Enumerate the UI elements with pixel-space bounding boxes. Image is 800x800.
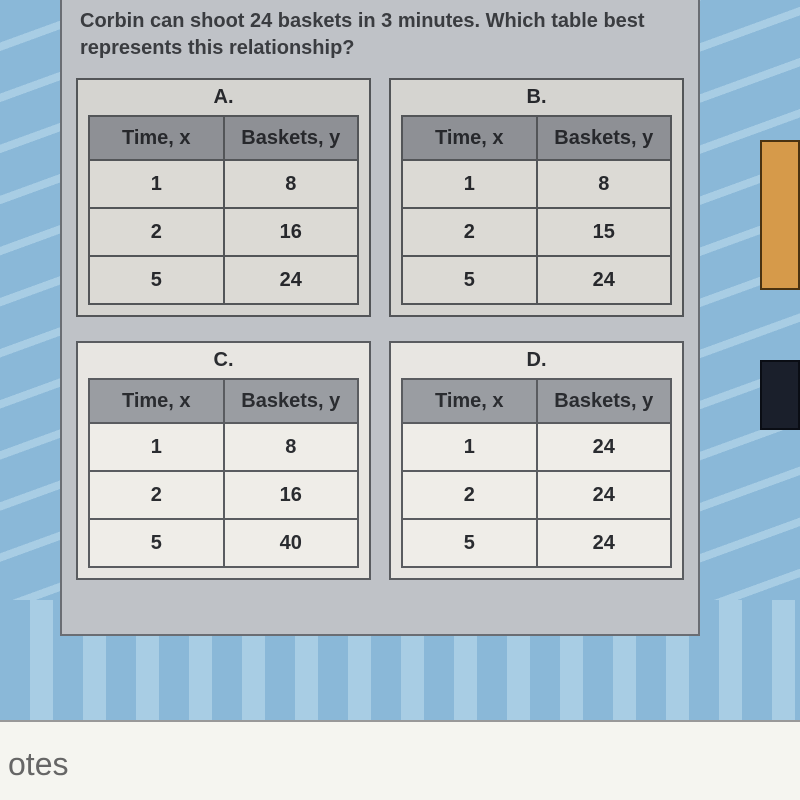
- cell-baskets: 8: [224, 423, 359, 471]
- cell-time: 1: [89, 160, 224, 208]
- table-row: 2 16: [89, 208, 358, 256]
- data-table-b: Time, x Baskets, y 1 8 2 15 5 24: [401, 115, 672, 305]
- cell-baskets: 24: [537, 423, 672, 471]
- answer-table-c[interactable]: C. Time, x Baskets, y 1 8 2 16 5 40: [76, 341, 371, 580]
- cell-time: 1: [89, 423, 224, 471]
- tables-row-1: A. Time, x Baskets, y 1 8 2 16 5 24: [76, 78, 684, 317]
- col-header-time: Time, x: [89, 116, 224, 160]
- tables-row-2: C. Time, x Baskets, y 1 8 2 16 5 40: [76, 341, 684, 580]
- cell-baskets: 40: [224, 519, 359, 567]
- right-widget-orange[interactable]: [760, 140, 800, 290]
- cell-time: 5: [402, 256, 537, 304]
- notes-label: otes: [8, 746, 68, 782]
- table-row: 1 8: [89, 160, 358, 208]
- question-text: Corbin can shoot 24 baskets in 3 minutes…: [76, 0, 684, 78]
- table-label-a: A.: [88, 84, 359, 115]
- col-header-time: Time, x: [402, 116, 537, 160]
- table-label-b: B.: [401, 84, 672, 115]
- table-row: 5 24: [89, 256, 358, 304]
- cell-time: 1: [402, 423, 537, 471]
- answer-table-a[interactable]: A. Time, x Baskets, y 1 8 2 16 5 24: [76, 78, 371, 317]
- table-row: 5 24: [402, 519, 671, 567]
- right-edge-widgets: [760, 140, 800, 560]
- table-row: 2 16: [89, 471, 358, 519]
- data-table-c: Time, x Baskets, y 1 8 2 16 5 40: [88, 378, 359, 568]
- table-row: 1 24: [402, 423, 671, 471]
- question-panel: Corbin can shoot 24 baskets in 3 minutes…: [60, 0, 700, 636]
- cell-baskets: 24: [537, 256, 672, 304]
- cell-time: 2: [402, 208, 537, 256]
- cell-baskets: 16: [224, 208, 359, 256]
- col-header-time: Time, x: [402, 379, 537, 423]
- notes-bar[interactable]: otes: [0, 720, 800, 800]
- table-row: 5 24: [402, 256, 671, 304]
- cell-time: 2: [402, 471, 537, 519]
- cell-time: 5: [402, 519, 537, 567]
- cell-time: 2: [89, 471, 224, 519]
- right-widget-dark[interactable]: [760, 360, 800, 430]
- table-row: 1 8: [89, 423, 358, 471]
- col-header-baskets: Baskets, y: [537, 116, 672, 160]
- table-row: 2 24: [402, 471, 671, 519]
- cell-baskets: 16: [224, 471, 359, 519]
- table-label-c: C.: [88, 347, 359, 378]
- col-header-baskets: Baskets, y: [224, 116, 359, 160]
- cell-baskets: 24: [537, 471, 672, 519]
- answer-table-d[interactable]: D. Time, x Baskets, y 1 24 2 24 5 24: [389, 341, 684, 580]
- data-table-a: Time, x Baskets, y 1 8 2 16 5 24: [88, 115, 359, 305]
- table-row: 2 15: [402, 208, 671, 256]
- cell-baskets: 8: [224, 160, 359, 208]
- cell-baskets: 8: [537, 160, 672, 208]
- col-header-baskets: Baskets, y: [537, 379, 672, 423]
- cell-time: 1: [402, 160, 537, 208]
- data-table-d: Time, x Baskets, y 1 24 2 24 5 24: [401, 378, 672, 568]
- table-row: 1 8: [402, 160, 671, 208]
- cell-time: 5: [89, 519, 224, 567]
- cell-baskets: 15: [537, 208, 672, 256]
- cell-time: 5: [89, 256, 224, 304]
- table-label-d: D.: [401, 347, 672, 378]
- col-header-time: Time, x: [89, 379, 224, 423]
- cell-baskets: 24: [224, 256, 359, 304]
- answer-table-b[interactable]: B. Time, x Baskets, y 1 8 2 15 5 24: [389, 78, 684, 317]
- col-header-baskets: Baskets, y: [224, 379, 359, 423]
- table-row: 5 40: [89, 519, 358, 567]
- cell-baskets: 24: [537, 519, 672, 567]
- cell-time: 2: [89, 208, 224, 256]
